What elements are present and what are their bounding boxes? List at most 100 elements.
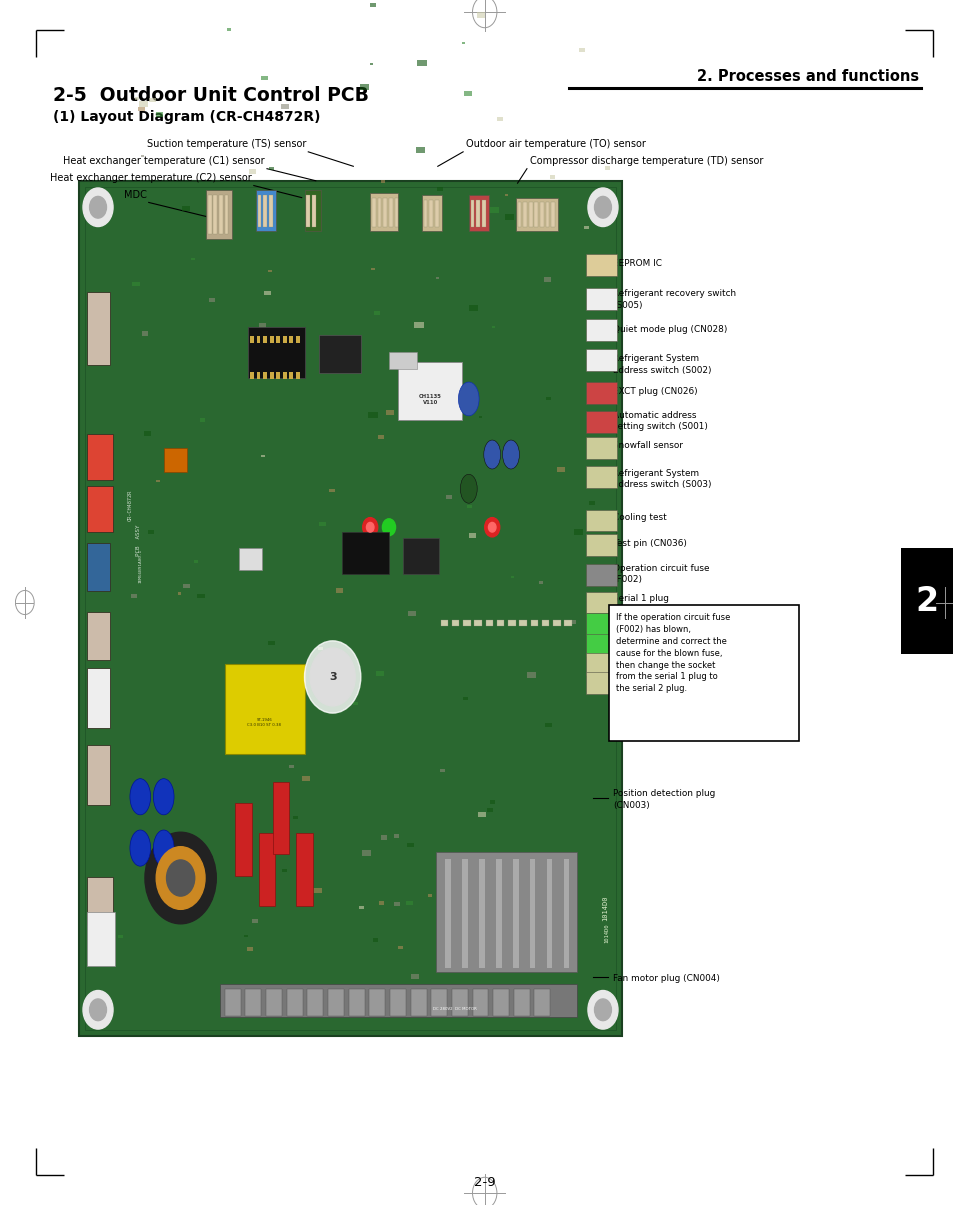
Bar — [539, 202, 543, 227]
Bar — [423, 200, 427, 227]
Bar — [516, 198, 558, 231]
Bar — [270, 336, 274, 343]
Bar — [585, 382, 617, 404]
Bar — [139, 101, 148, 107]
Text: Power LED (D115): Power LED (D115) — [613, 616, 693, 624]
Bar — [394, 834, 399, 837]
Text: IEMG6B91A00-1: IEMG6B91A00-1 — [138, 548, 142, 583]
Bar — [505, 915, 515, 921]
Circle shape — [362, 518, 377, 537]
Circle shape — [304, 641, 360, 713]
Bar — [276, 372, 280, 380]
Bar — [234, 804, 252, 876]
Bar — [227, 28, 231, 30]
Bar — [250, 372, 253, 380]
Bar — [328, 989, 344, 1016]
Bar — [408, 611, 416, 616]
Bar — [497, 117, 502, 121]
Text: Snowfall sensor: Snowfall sensor — [613, 441, 682, 449]
Text: If the operation circuit fuse
(F002) has blown,
determine and correct the
cause : If the operation circuit fuse (F002) has… — [616, 613, 730, 693]
Ellipse shape — [130, 830, 151, 866]
Text: EEPROM IC: EEPROM IC — [613, 259, 661, 268]
Text: Position detection plug
(CN003): Position detection plug (CN003) — [613, 789, 715, 810]
Text: Heat exchanger temperature (C1) sensor: Heat exchanger temperature (C1) sensor — [64, 157, 265, 166]
Text: DC 280V2  DC MOTOR: DC 280V2 DC MOTOR — [433, 1007, 476, 1011]
Bar — [380, 181, 385, 183]
Text: Refrigerant System
address switch (S003): Refrigerant System address switch (S003) — [613, 469, 711, 489]
Bar — [478, 416, 482, 418]
Bar — [489, 207, 498, 213]
Text: LED 1, 2: LED 1, 2 — [613, 637, 650, 646]
Bar — [225, 195, 229, 234]
Bar — [446, 495, 452, 499]
Bar — [585, 672, 617, 694]
Text: Terminal plug (CN015): Terminal plug (CN015) — [613, 658, 712, 666]
Bar — [252, 919, 257, 923]
Bar — [369, 989, 385, 1016]
Bar — [276, 343, 281, 346]
Bar — [585, 510, 617, 531]
Bar — [263, 372, 267, 380]
Bar — [379, 901, 384, 905]
Bar — [225, 664, 304, 754]
Bar — [283, 336, 287, 343]
Bar — [585, 534, 617, 556]
Bar — [256, 336, 260, 343]
Bar — [87, 612, 111, 660]
Text: CH1135
V110: CH1135 V110 — [418, 394, 441, 405]
Bar — [529, 859, 535, 968]
Bar — [452, 989, 467, 1016]
Bar — [263, 336, 267, 343]
Bar — [282, 869, 286, 871]
Bar — [545, 723, 551, 727]
Text: Quiet mode plug (CN028): Quiet mode plug (CN028) — [613, 325, 727, 334]
Bar — [319, 522, 326, 527]
Bar — [370, 4, 375, 7]
Bar — [219, 195, 223, 234]
Ellipse shape — [130, 778, 151, 815]
Bar — [585, 254, 617, 276]
Bar — [462, 619, 470, 625]
Circle shape — [83, 188, 112, 227]
Bar — [199, 418, 205, 422]
Bar — [386, 410, 394, 415]
Bar — [461, 859, 467, 968]
Text: Operation circuit fuse
(F002): Operation circuit fuse (F002) — [613, 564, 709, 584]
Bar — [259, 323, 266, 328]
Bar — [474, 619, 481, 625]
Bar — [244, 935, 247, 937]
Bar — [497, 619, 504, 625]
Bar — [248, 327, 304, 377]
Text: Serial 2 plug: Serial 2 plug — [613, 677, 668, 686]
Bar — [225, 989, 240, 1016]
Bar — [87, 486, 112, 531]
Bar — [177, 593, 181, 595]
Bar — [191, 258, 194, 260]
Bar — [304, 190, 321, 231]
Bar — [329, 488, 335, 492]
Bar — [405, 901, 412, 905]
Bar — [440, 770, 444, 772]
Bar — [492, 327, 495, 329]
Bar — [193, 560, 197, 563]
Text: Compressor discharge temperature (TD) sensor: Compressor discharge temperature (TD) se… — [529, 157, 762, 166]
Bar — [264, 290, 271, 295]
Text: 1014D0: 1014D0 — [601, 895, 607, 921]
Text: 2-9: 2-9 — [474, 1176, 495, 1188]
Bar — [514, 989, 529, 1016]
Circle shape — [145, 833, 216, 924]
Bar — [468, 195, 489, 231]
Bar — [377, 435, 384, 439]
Bar — [85, 187, 616, 1030]
Text: Heat exchanger temperature (C2) sensor: Heat exchanger temperature (C2) sensor — [51, 174, 252, 183]
Bar — [527, 672, 536, 677]
Bar — [371, 268, 375, 270]
Bar — [472, 989, 488, 1016]
Bar — [489, 800, 495, 804]
Bar — [317, 647, 323, 651]
Bar — [493, 989, 509, 1016]
Bar — [295, 834, 313, 906]
Circle shape — [382, 519, 395, 536]
Bar — [273, 782, 289, 854]
Bar — [267, 709, 274, 712]
